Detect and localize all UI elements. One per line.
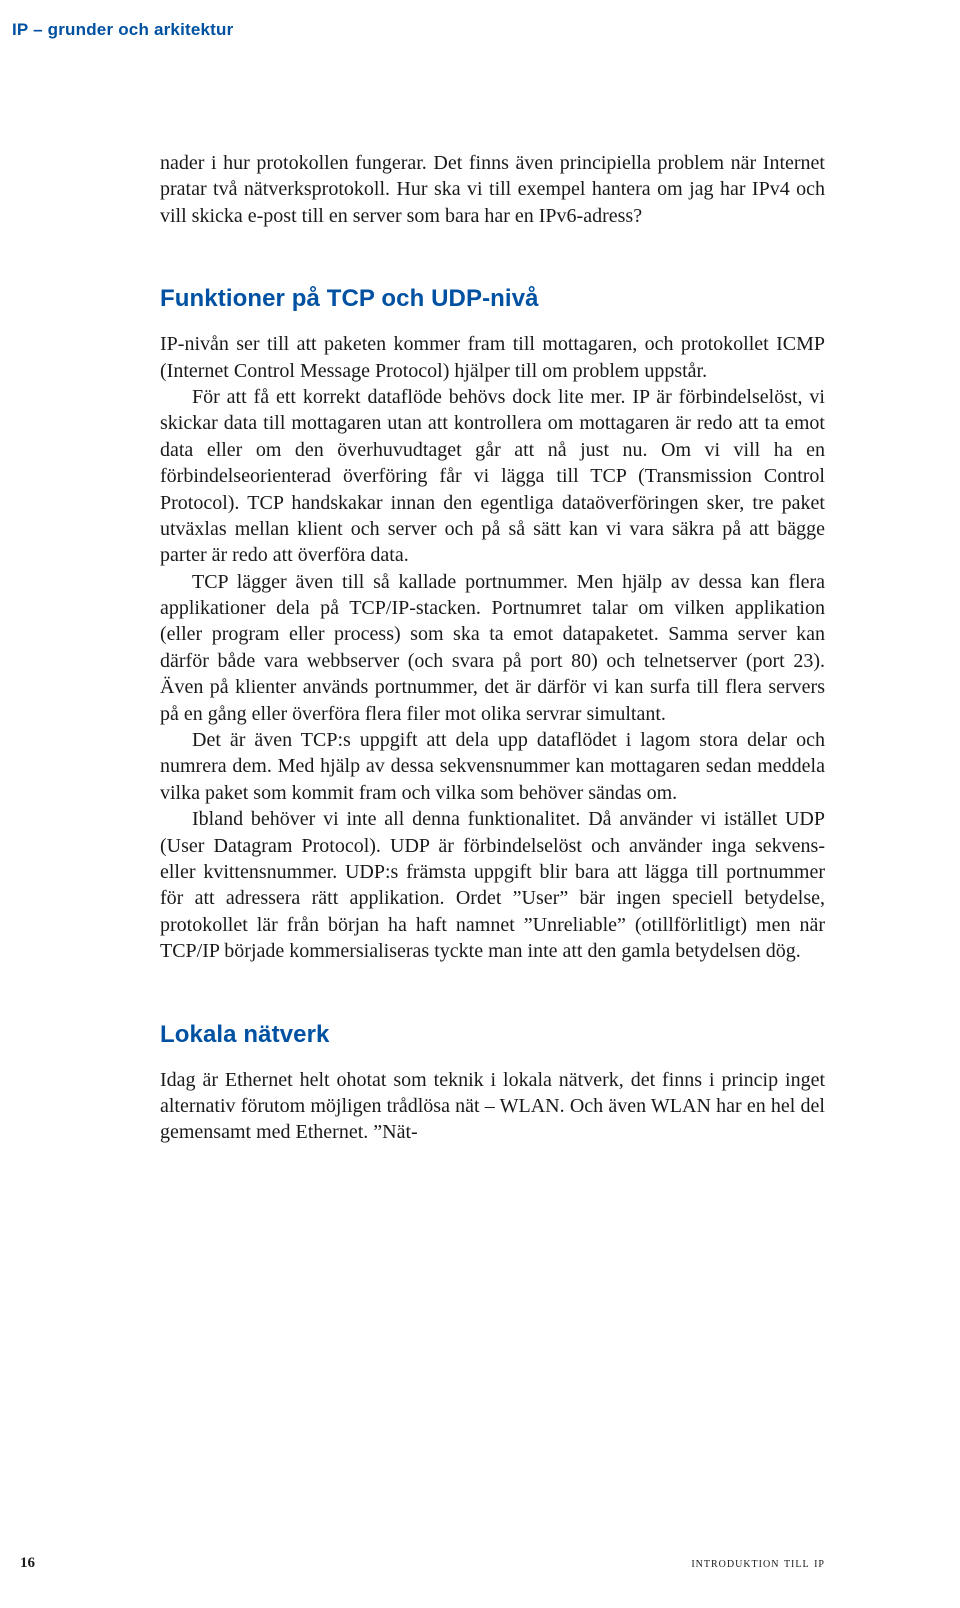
section1-p5: Ibland behöver vi inte all denna funktio… (160, 806, 825, 964)
section1-p4: Det är även TCP:s uppgift att dela upp d… (160, 727, 825, 806)
section2-body: Idag är Ethernet helt ohotat som teknik … (160, 1067, 825, 1146)
section-heading-tcp-udp: Funktioner på TCP och UDP-nivå (160, 285, 825, 313)
section1-p2: För att få ett korrekt dataflöde behövs … (160, 384, 825, 569)
intro-block: nader i hur protokollen fungerar. Det fi… (160, 150, 825, 229)
section1-p3: TCP lägger även till så kallade portnumm… (160, 569, 825, 727)
document-page: IP – grunder och arkitektur nader i hur … (0, 0, 960, 1608)
intro-paragraph: nader i hur protokollen fungerar. Det fi… (160, 150, 825, 229)
running-header: IP – grunder och arkitektur (12, 20, 825, 40)
section-heading-lokala: Lokala nätverk (160, 1021, 825, 1049)
page-number: 16 (20, 1555, 35, 1572)
section1-body: IP-nivån ser till att paketen kommer fra… (160, 331, 825, 964)
footer-title: INTRODUKTION TILL IP (691, 1556, 825, 1572)
section1-p1: IP-nivån ser till att paketen kommer fra… (160, 331, 825, 384)
section2-p1: Idag är Ethernet helt ohotat som teknik … (160, 1067, 825, 1146)
